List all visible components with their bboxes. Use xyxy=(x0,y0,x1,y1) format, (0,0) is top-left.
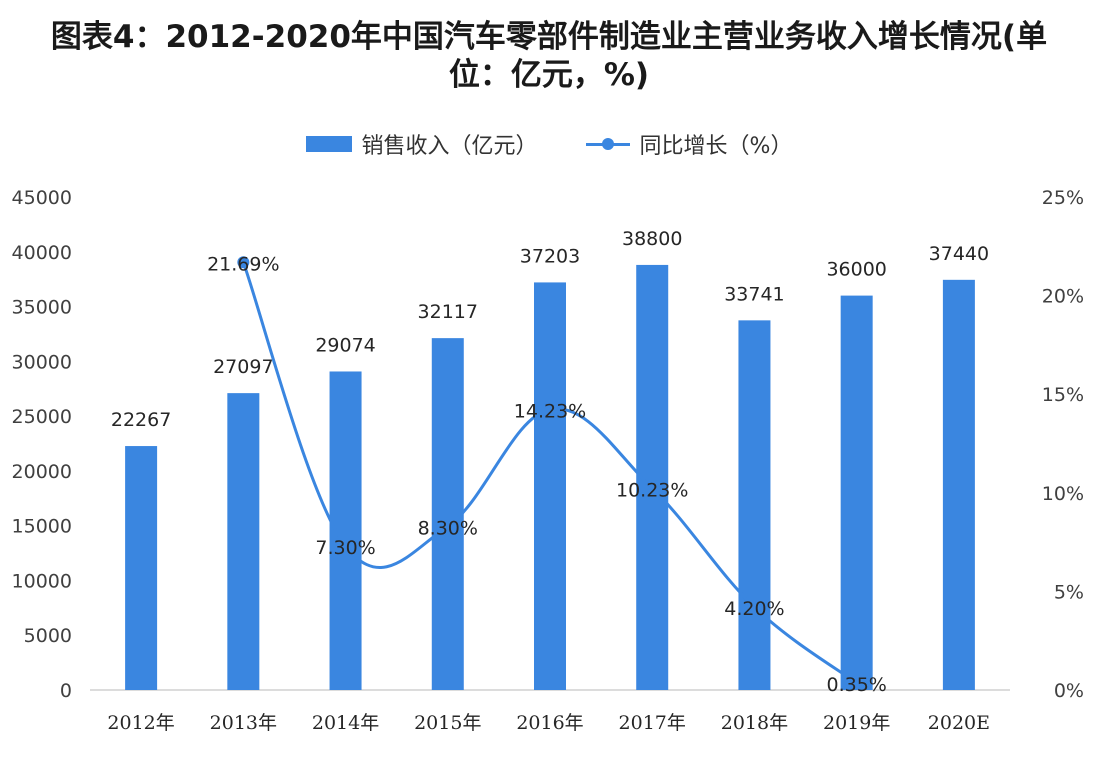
x-tick-label: 2014年 xyxy=(312,712,379,734)
x-tick-label: 2020E xyxy=(928,712,990,734)
bar xyxy=(125,446,158,690)
x-tick-label: 2013年 xyxy=(210,712,277,734)
legend-item-bar: 销售收入（亿元） xyxy=(305,128,538,160)
y-right-tick-label: 10% xyxy=(1042,483,1084,505)
line-value-label: 14.23% xyxy=(514,400,586,422)
line-value-label: 8.30% xyxy=(418,517,478,539)
y-left-tick-label: 45000 xyxy=(12,187,72,209)
y-right-tick-label: 5% xyxy=(1054,581,1084,603)
y-left-tick-label: 10000 xyxy=(12,570,72,592)
bar xyxy=(227,393,260,690)
bar-value-label: 36000 xyxy=(826,259,886,281)
bar xyxy=(431,338,464,690)
growth-line xyxy=(241,261,858,685)
y-left-tick-label: 35000 xyxy=(12,297,72,319)
bar xyxy=(738,320,771,690)
y-right-tick-label: 15% xyxy=(1042,384,1084,406)
bar-value-label: 22267 xyxy=(111,409,171,431)
legend-line-label: 同比增长（%） xyxy=(639,134,793,159)
bar-value-label: 29074 xyxy=(315,334,375,356)
line-value-label: 7.30% xyxy=(315,537,375,559)
line-value-label: 4.20% xyxy=(724,598,784,620)
bar xyxy=(534,282,566,690)
bar-value-label: 38800 xyxy=(622,228,682,250)
legend-item-line: 同比增长（%） xyxy=(585,128,793,160)
line-value-label: 0.35% xyxy=(826,674,886,696)
y-right-tick-label: 20% xyxy=(1042,286,1084,308)
legend-line-swatch xyxy=(585,136,630,152)
y-left-tick-label: 30000 xyxy=(12,351,72,373)
chart-title: 图表4：2012-2020年中国汽车零部件制造业主营业务收入增长情况(单位：亿元… xyxy=(50,19,1048,93)
legend-bar-label: 销售收入（亿元） xyxy=(361,134,538,159)
line-value-label: 10.23% xyxy=(616,479,688,501)
bar xyxy=(840,295,873,690)
y-left-tick-label: 15000 xyxy=(12,516,72,538)
bar-value-label: 27097 xyxy=(213,356,273,378)
x-tick-label: 2017年 xyxy=(619,712,686,734)
x-tick-label: 2016年 xyxy=(516,712,583,734)
x-tick-label: 2019年 xyxy=(823,712,890,734)
bar-value-label: 32117 xyxy=(418,301,478,323)
x-tick-label: 2012年 xyxy=(107,712,174,734)
y-right-tick-label: 0% xyxy=(1054,680,1084,702)
y-left-tick-label: 0 xyxy=(60,680,72,702)
bar xyxy=(942,279,975,690)
line-point xyxy=(237,256,250,269)
y-left-tick-label: 25000 xyxy=(12,406,72,428)
x-tick-label: 2018年 xyxy=(721,712,788,734)
bar-value-label: 37203 xyxy=(520,245,580,267)
y-left-tick-label: 40000 xyxy=(12,242,72,264)
bar-value-label: 37440 xyxy=(929,243,989,265)
bar-value-label: 33741 xyxy=(724,283,784,305)
y-right-tick-label: 25% xyxy=(1042,187,1084,209)
x-tick-label: 2015年 xyxy=(414,712,481,734)
y-left-tick-label: 20000 xyxy=(12,461,72,483)
line-value-label: 21.69% xyxy=(207,253,279,275)
legend: 销售收入（亿元） 同比增长（%） xyxy=(0,128,1098,160)
legend-bar-swatch xyxy=(305,136,352,152)
y-left-tick-label: 5000 xyxy=(24,625,72,647)
